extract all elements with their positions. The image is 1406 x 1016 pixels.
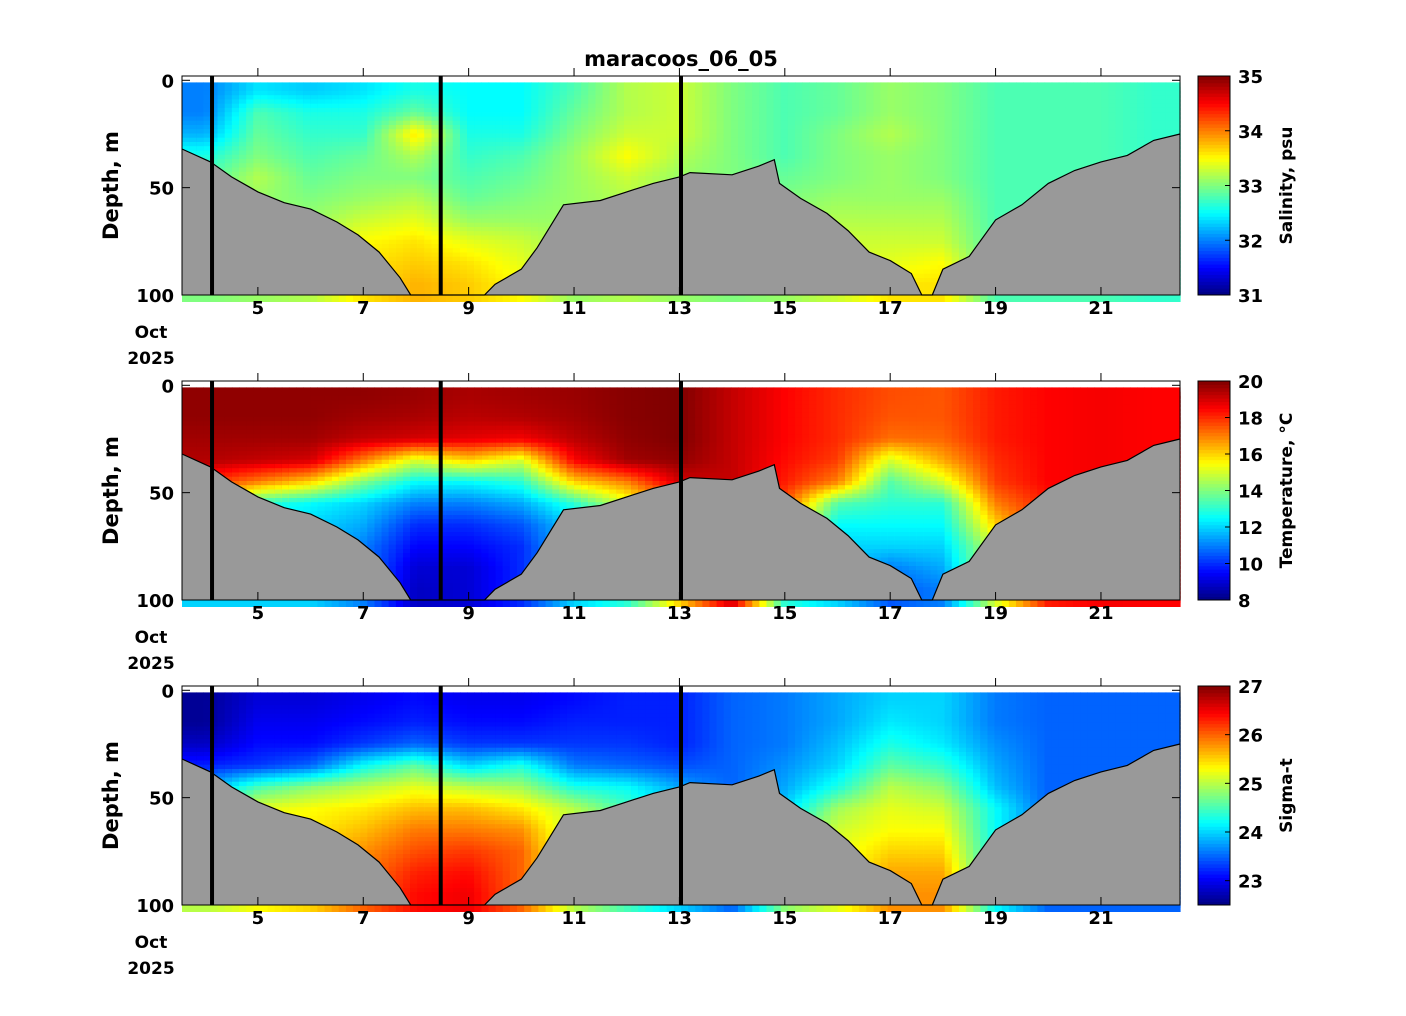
heatmap-cell (410, 291, 418, 302)
chart-title: maracoos_06_05 (584, 47, 778, 71)
heatmap-cell (432, 291, 440, 302)
heatmap-cell (446, 291, 454, 302)
heatmap-cell (474, 291, 482, 302)
heatmap-cell (453, 291, 461, 302)
heatmap-cell (424, 291, 432, 302)
figure: maracoos_06_05 5 7 9 11 13 15 17 19 21Oct2025050… (0, 0, 1406, 1016)
heatmap-cell (417, 291, 425, 302)
